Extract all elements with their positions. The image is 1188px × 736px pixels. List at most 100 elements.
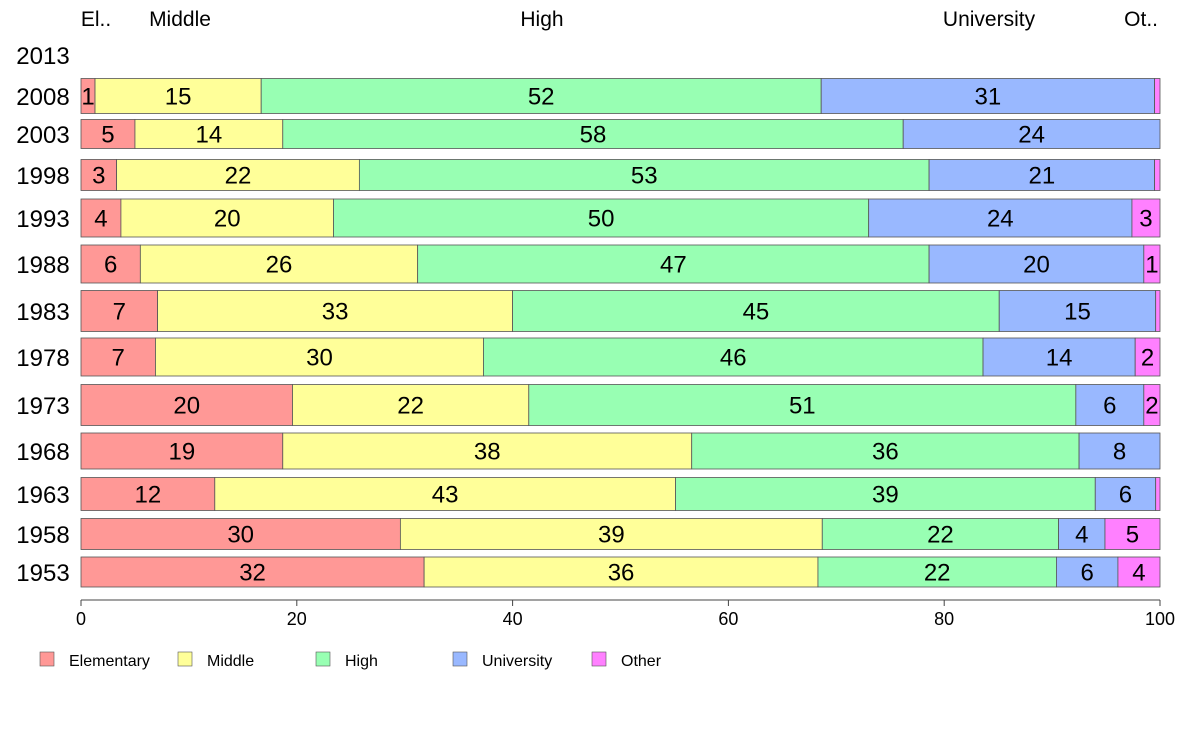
bar-high-1988 (417, 244, 930, 284)
bar-high-1998 (358, 159, 930, 191)
bar-label-elementary-1978: 7 (112, 345, 125, 372)
x-tick-label-40: 40 (503, 609, 523, 629)
bar-high-2008 (260, 78, 822, 114)
bar-label-other-1958: 5 (1126, 522, 1139, 549)
bar-label-elementary-1988: 6 (104, 252, 117, 279)
bar-high-2003 (282, 119, 904, 149)
bar-high-1973 (528, 384, 1077, 426)
bar-label-university-1983: 15 (1064, 299, 1091, 326)
bar-middle-1963 (214, 477, 676, 511)
header-label-other: Ot.. (1124, 8, 1158, 31)
legend-label-middle: Middle (207, 653, 254, 670)
bar-other-1953 (1117, 556, 1161, 588)
bar-elementary-1963 (80, 477, 216, 511)
bar-elementary-1983 (80, 290, 159, 332)
header-label-university: University (943, 8, 1036, 31)
bar-label-high-1958: 22 (927, 522, 954, 549)
x-tick-label-100: 100 (1145, 609, 1175, 629)
bar-elementary-1953 (80, 556, 425, 588)
bar-elementary-1993 (80, 198, 122, 238)
bar-label-other-1953: 4 (1132, 560, 1145, 587)
bar-label-middle-2003: 14 (196, 122, 223, 149)
bar-university-1983 (998, 290, 1157, 332)
bar-other-1988 (1143, 244, 1161, 284)
bar-middle-1968 (282, 432, 693, 470)
bar-elementary-1988 (80, 244, 141, 284)
legend-label-other: Other (621, 653, 662, 670)
bar-elementary-1973 (80, 384, 293, 426)
bar-university-1958 (1058, 518, 1106, 550)
bar-middle-2003 (134, 119, 284, 149)
x-tick-label-60: 60 (718, 609, 738, 629)
bar-label-high-1988: 47 (660, 252, 687, 279)
bar-middle-1998 (116, 159, 360, 191)
bar-university-1973 (1075, 384, 1145, 426)
bar-university-1993 (868, 198, 1133, 238)
year-label-1988: 1988 (16, 252, 69, 279)
bar-label-elementary-2008: 1 (81, 84, 94, 111)
year-label-1978: 1978 (16, 345, 69, 372)
bar-label-middle-1993: 20 (214, 206, 241, 233)
bar-elementary-1998 (80, 159, 118, 191)
year-label-1953: 1953 (16, 560, 69, 587)
bar-label-other-1993: 3 (1139, 206, 1152, 233)
bar-label-university-1973: 6 (1103, 393, 1116, 420)
legend-label-university: University (482, 653, 552, 670)
bar-university-1988 (928, 244, 1145, 284)
bar-university-2003 (902, 119, 1161, 149)
header-label-middle: Middle (149, 8, 211, 31)
bar-label-middle-1978: 30 (306, 345, 333, 372)
bar-label-university-1958: 4 (1075, 522, 1088, 549)
year-label-1963: 1963 (16, 482, 69, 509)
legend-swatch-high (315, 651, 331, 667)
bar-high-1993 (333, 198, 870, 238)
x-tick-label-0: 0 (76, 609, 86, 629)
bar-label-high-1963: 39 (872, 482, 899, 509)
bar-label-middle-2008: 15 (165, 84, 192, 111)
bar-label-middle-1953: 36 (608, 560, 635, 587)
bar-label-high-2003: 58 (580, 122, 607, 149)
year-label-1983: 1983 (16, 299, 69, 326)
bar-elementary-2003 (80, 119, 136, 149)
bar-other-1958 (1104, 518, 1161, 550)
bar-other-1983 (1155, 290, 1161, 332)
bar-label-high-1983: 45 (743, 299, 770, 326)
bar-high-1963 (675, 477, 1096, 511)
bar-middle-1958 (399, 518, 823, 550)
bar-middle-1953 (423, 556, 819, 588)
bar-label-middle-1973: 22 (397, 393, 424, 420)
bar-other-1978 (1134, 337, 1161, 377)
bar-university-1998 (928, 159, 1156, 191)
bar-other-1998 (1154, 159, 1161, 191)
bar-label-university-1968: 8 (1113, 439, 1126, 466)
legend-label-high: High (345, 653, 378, 670)
bar-label-high-1968: 36 (872, 439, 899, 466)
bar-label-middle-1988: 26 (266, 252, 293, 279)
bar-label-other-1973: 2 (1145, 393, 1158, 420)
legend-label-elementary: Elementary (69, 653, 150, 670)
year-label-1993: 1993 (16, 206, 69, 233)
legend-swatch-university (452, 651, 468, 667)
bar-other-1993 (1131, 198, 1161, 238)
year-label-1973: 1973 (16, 393, 69, 420)
bar-label-elementary-1968: 19 (169, 439, 196, 466)
bar-label-middle-1998: 22 (225, 163, 252, 190)
bar-middle-1978 (155, 337, 484, 377)
bar-high-1983 (512, 290, 1000, 332)
bar-middle-2008 (94, 78, 262, 114)
bar-label-university-2008: 31 (975, 84, 1002, 111)
year-label-1958: 1958 (16, 522, 69, 549)
bar-label-other-1978: 2 (1141, 345, 1154, 372)
bar-label-university-1998: 21 (1028, 163, 1055, 190)
bar-university-2008 (820, 78, 1156, 114)
year-label-2013: 2013 (16, 43, 69, 70)
bar-high-1968 (691, 432, 1080, 470)
bar-middle-1993 (120, 198, 334, 238)
bar-other-1973 (1143, 384, 1161, 426)
bar-label-university-1978: 14 (1046, 345, 1073, 372)
bar-label-high-1998: 53 (631, 163, 658, 190)
bar-label-other-1988: 1 (1145, 252, 1158, 279)
bar-other-2008 (1154, 78, 1161, 114)
bar-middle-1988 (139, 244, 419, 284)
year-label-2008: 2008 (16, 84, 69, 111)
